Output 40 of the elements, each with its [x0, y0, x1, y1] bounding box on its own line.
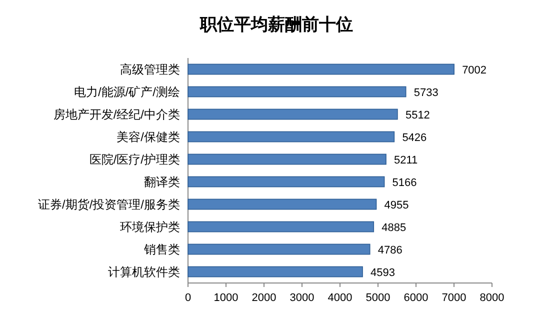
data-label: 5211 — [394, 154, 418, 166]
chart-title: 职位平均薪酬前十位 — [199, 15, 353, 34]
bar — [188, 108, 398, 120]
y-tick-label: 美容/保健类 — [116, 130, 180, 144]
y-tick-label: 翻译类 — [144, 174, 180, 189]
y-tick-label: 医院/医疗/护理类 — [89, 152, 180, 166]
bar — [188, 86, 406, 98]
x-tick-label: 5000 — [366, 292, 390, 304]
bar — [188, 266, 363, 278]
x-tick-label: 6000 — [404, 292, 428, 304]
data-label: 4593 — [370, 266, 396, 279]
y-tick-label: 高级管理类 — [120, 62, 180, 76]
bar — [188, 221, 374, 232]
bar — [188, 64, 454, 75]
data-label: 4885 — [382, 222, 406, 234]
data-label: 4955 — [384, 199, 409, 212]
y-tick-label: 电力/能源/矿产/测绘 — [74, 84, 180, 99]
data-label: 7002 — [462, 64, 487, 76]
y-tick-label: 证券/期货/投资管理/服务类 — [38, 197, 180, 212]
data-label: 4786 — [378, 244, 402, 256]
bar — [188, 176, 385, 188]
x-tick-label: 0 — [184, 292, 192, 304]
data-label: 5733 — [414, 86, 438, 99]
bar — [188, 131, 395, 142]
y-tick-label: 环境保护类 — [120, 220, 180, 234]
bar — [188, 198, 377, 210]
data-label: 5426 — [402, 132, 427, 144]
y-tick-label: 计算机软件类 — [108, 264, 180, 279]
x-tick-label: 4000 — [328, 292, 352, 304]
bar — [188, 244, 370, 255]
data-label: 5166 — [392, 176, 417, 189]
bar — [188, 154, 386, 165]
x-tick-label: 1000 — [214, 292, 238, 304]
x-tick-label: 2000 — [252, 292, 276, 304]
x-tick-label: 3000 — [290, 292, 314, 304]
x-tick-label: 7000 — [442, 292, 466, 304]
y-tick-label: 销售类 — [143, 242, 180, 256]
x-tick-label: 8000 — [480, 292, 504, 304]
y-tick-label: 房地产开发/经纪/中介类 — [53, 107, 180, 122]
data-label: 5512 — [405, 109, 430, 122]
